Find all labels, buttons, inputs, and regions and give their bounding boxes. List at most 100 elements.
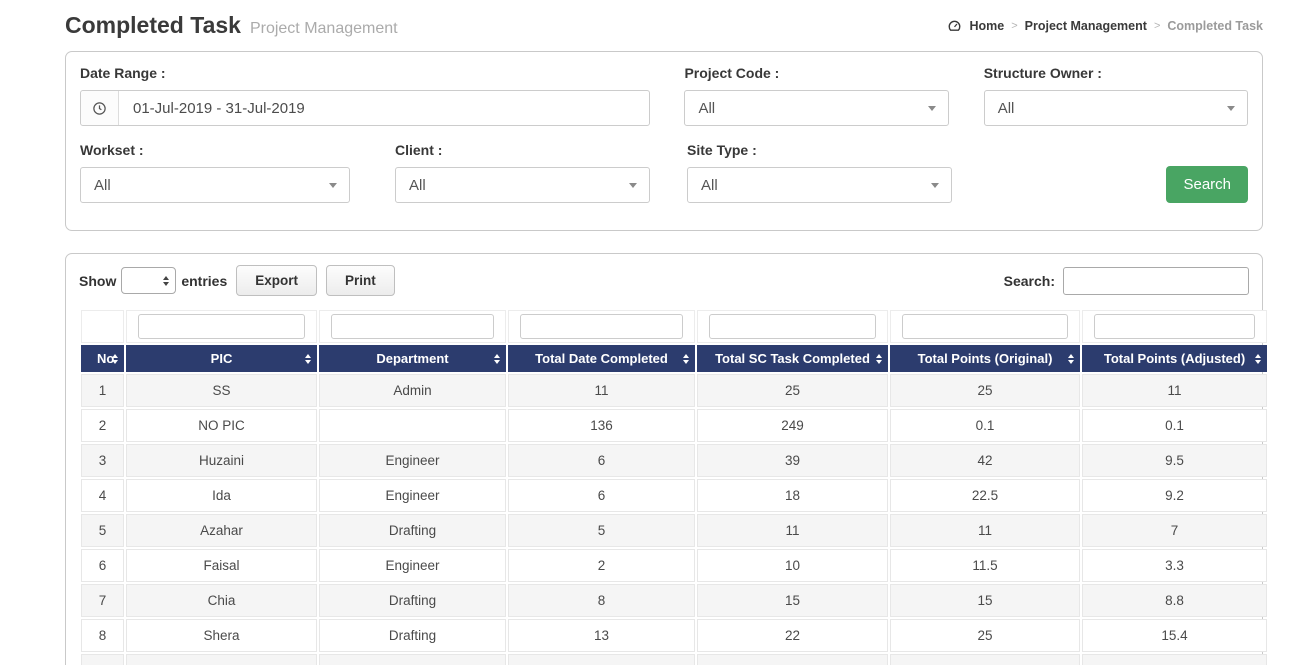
client-value: All (409, 176, 426, 194)
up-down-arrows-icon (163, 275, 170, 286)
column-filter-cell-no (81, 310, 124, 343)
column-filter-input-total-sc-task-completed[interactable] (709, 314, 876, 339)
breadcrumb-home[interactable]: Home (969, 18, 1005, 33)
column-filter-input-department[interactable] (331, 314, 494, 339)
structure-owner-label: Structure Owner : (983, 65, 1102, 81)
table-row: 1 SS Admin 11 25 25 11 (81, 374, 1267, 407)
column-header-no[interactable]: No (81, 345, 124, 372)
site-type-value: All (701, 176, 718, 194)
column-filter-input-total-date-completed[interactable] (520, 314, 683, 339)
table-cell: NO PIC (126, 409, 317, 442)
project-code-select[interactable]: All (684, 90, 949, 126)
column-filter-cell-total-date-completed (508, 310, 695, 343)
table-cell: 0.4 (1082, 654, 1267, 665)
workset-value: All (94, 176, 111, 194)
table-cell: 25 (890, 374, 1080, 407)
table-cell: 8.8 (1082, 584, 1267, 617)
table-cell: 3 (81, 444, 124, 477)
site-type-select[interactable]: All (687, 167, 952, 203)
column-filter-cell-total-points-original (890, 310, 1080, 343)
table-cell: 3 (697, 654, 888, 665)
table-row: 4 Ida Engineer 6 18 22.5 9.2 (81, 479, 1267, 512)
table-row: 7 Chia Drafting 8 15 15 8.8 (81, 584, 1267, 617)
table-cell: 136 (508, 409, 695, 442)
column-filter-cell-total-sc-task-completed (697, 310, 888, 343)
table-cell: 3 (890, 654, 1080, 665)
table-cell: 11 (890, 514, 1080, 547)
table-cell: 9.5 (1082, 444, 1267, 477)
table-cell: Engineer (319, 479, 506, 512)
page-header: Completed Task Project Management Home >… (65, 12, 1263, 39)
column-filter-cell-department (319, 310, 506, 343)
table-cell: SS (126, 374, 317, 407)
column-header-label: Department (376, 351, 449, 366)
table-panel: Show entries Export Print Search: No PIC D… (65, 253, 1267, 665)
dashboard-icon (947, 19, 962, 33)
table-cell: 0.1 (1082, 409, 1267, 442)
column-filter-input-pic[interactable] (138, 314, 305, 339)
column-header-label: Total Points (Original) (917, 351, 1053, 366)
date-range-picker[interactable] (80, 90, 651, 126)
table-cell: 10 (697, 549, 888, 582)
table-cell: Ida (126, 479, 317, 512)
entries-select[interactable] (121, 267, 177, 294)
table-controls: Show entries Export Print Search: (79, 265, 1249, 296)
structure-owner-select[interactable]: All (983, 90, 1248, 126)
table-row: 8 Shera Drafting 13 22 25 15.4 (81, 619, 1267, 652)
table-cell: Drafting (319, 584, 506, 617)
column-header-pic[interactable]: PIC (126, 345, 317, 372)
workset-select[interactable]: All (80, 167, 350, 203)
export-button[interactable]: Export (236, 265, 318, 296)
date-range-input[interactable] (119, 91, 650, 125)
table-cell: 8 (81, 619, 124, 652)
search-button[interactable]: Search (1166, 166, 1248, 203)
column-filter-cell-total-points-adjusted (1082, 310, 1267, 343)
column-header-total-points-adjusted[interactable]: Total Points (Adjusted) (1082, 345, 1267, 372)
print-button[interactable]: Print (326, 265, 395, 296)
sort-icon (1255, 353, 1261, 364)
table-cell: 15 (890, 584, 1080, 617)
date-range-label: Date Range : (80, 65, 166, 81)
sort-icon (876, 353, 882, 364)
table-search-input[interactable] (1063, 266, 1249, 295)
column-filter-input-total-points-adjusted[interactable] (1093, 314, 1256, 339)
breadcrumb-project-management[interactable]: Project Management (1024, 18, 1147, 33)
sort-icon (494, 353, 500, 364)
table-cell: 2 (508, 549, 695, 582)
table-cell: 25 (890, 619, 1080, 652)
project-code-label: Project Code : (684, 65, 780, 81)
client-select[interactable]: All (395, 167, 650, 203)
workset-label: Workset : (80, 142, 144, 158)
chevron-down-icon (927, 105, 936, 111)
table-cell: 22.5 (890, 479, 1080, 512)
table-cell: 18 (697, 479, 888, 512)
table-cell: 11.5 (890, 549, 1080, 582)
table-cell: Ziri (126, 654, 317, 665)
table-row: 6 Faisal Engineer 2 10 11.5 3.3 (81, 549, 1267, 582)
column-header-total-sc-task-completed[interactable]: Total SC Task Completed (697, 345, 888, 372)
table-cell: 9 (81, 654, 124, 665)
table-cell: Engineer (319, 549, 506, 582)
filter-panel: Date Range : Project Code : All Structur… (65, 51, 1263, 231)
column-filter-input-total-points-original[interactable] (902, 314, 1068, 339)
table-cell: Admin (319, 374, 506, 407)
table-cell: 7 (81, 584, 124, 617)
column-header-total-points-original[interactable]: Total Points (Original) (890, 345, 1080, 372)
table-cell: Drafting (319, 619, 506, 652)
breadcrumb-current: Completed Task (1167, 18, 1263, 33)
show-label: Show (79, 272, 117, 289)
chevron-down-icon (629, 182, 637, 188)
table-cell: 15 (697, 584, 888, 617)
chevron-down-icon (1227, 105, 1235, 111)
table-cell: 22 (697, 619, 888, 652)
chevron-down-icon (329, 182, 337, 188)
sort-icon (112, 353, 118, 364)
structure-owner-value: All (997, 99, 1015, 117)
column-header-department[interactable]: Department (319, 345, 506, 372)
table-cell: 0.1 (890, 409, 1080, 442)
table-cell: 5 (81, 514, 124, 547)
table-cell: Drafting (319, 514, 506, 547)
table-cell: 4 (81, 479, 124, 512)
column-header-total-date-completed[interactable]: Total Date Completed (508, 345, 695, 372)
